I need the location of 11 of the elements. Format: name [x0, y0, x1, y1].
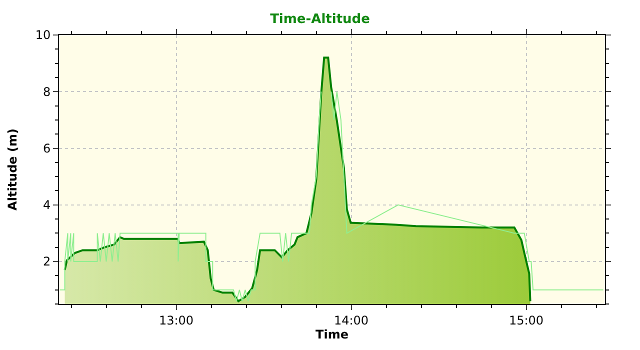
y-tick-label: 2	[42, 254, 51, 269]
chart-title: Time-Altitude	[270, 12, 370, 28]
x-tick-label: 15:00	[508, 313, 544, 328]
y-axis-title: Altitude (m)	[6, 128, 20, 210]
x-tick-label: 14:00	[334, 313, 369, 328]
y-tick-label: 8	[42, 84, 51, 99]
y-tick-label: 6	[42, 141, 51, 156]
x-axis-title: Time	[316, 327, 348, 342]
y-tick-label: 4	[42, 198, 51, 212]
x-tick-label: 13:00	[158, 313, 194, 328]
y-tick-label: 10	[35, 28, 51, 42]
